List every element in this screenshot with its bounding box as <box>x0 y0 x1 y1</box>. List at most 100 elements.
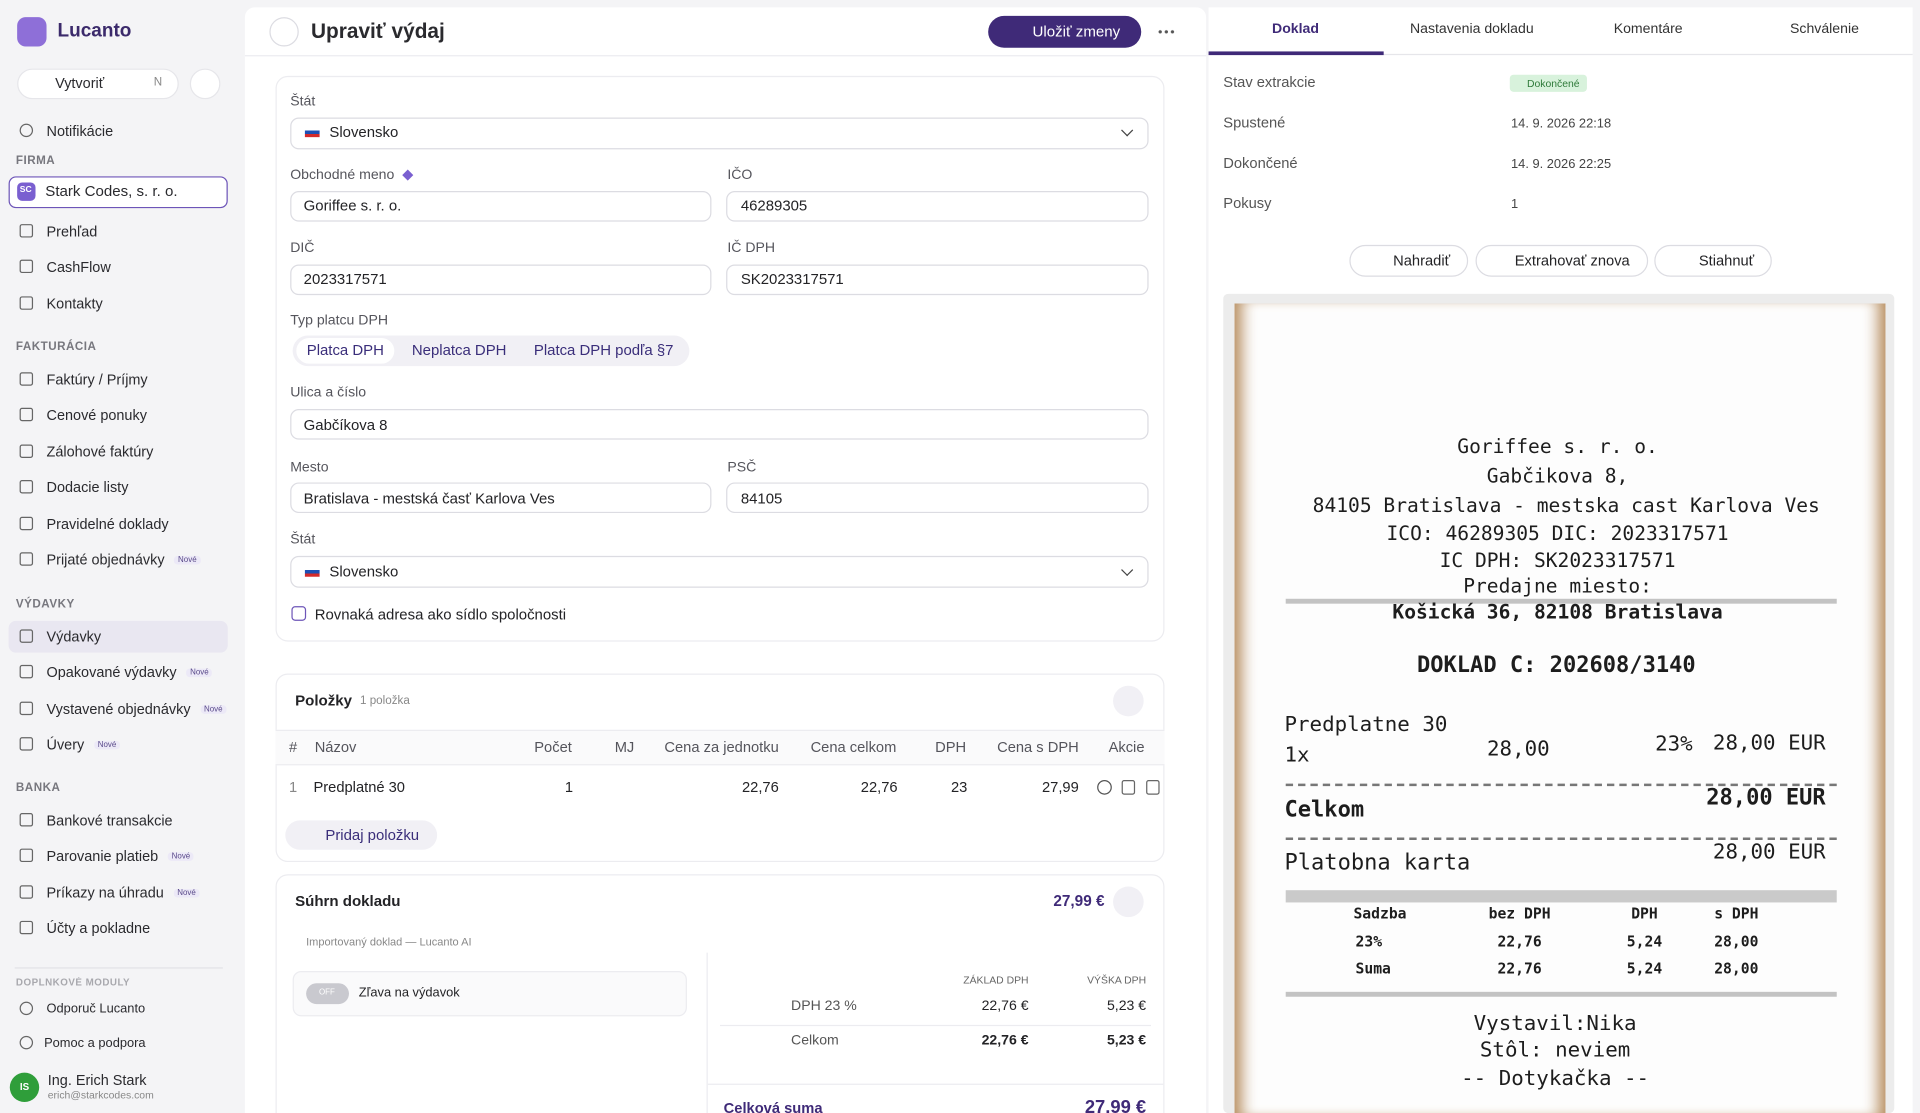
collapse-button[interactable] <box>1113 685 1144 717</box>
icon[interactable] <box>1097 780 1112 795</box>
nav-item[interactable]: Príkazy na úhradu Nové <box>47 883 200 903</box>
nav-item[interactable]: CashFlow <box>46 258 111 276</box>
user-name[interactable]: Ing. Erich Stark <box>47 1071 147 1089</box>
back-button[interactable] <box>269 17 299 47</box>
field-value[interactable]: Bratislava - mestská časť Karlova Ves <box>303 489 555 507</box>
section-heading: FIRMA <box>15 154 56 168</box>
nav-item[interactable]: Účty a pokladne <box>46 919 151 937</box>
segment-option[interactable]: Platca DPH <box>306 341 384 359</box>
icon <box>19 849 34 863</box>
save-button[interactable] <box>988 15 1142 48</box>
icon <box>19 701 34 715</box>
brand: Lucanto <box>57 20 132 42</box>
nav-item[interactable]: Výdavky <box>46 628 102 646</box>
city-input[interactable] <box>290 482 712 514</box>
icon[interactable] <box>1121 780 1136 795</box>
field-value[interactable]: 46289305 <box>740 197 808 215</box>
nav-item[interactable]: Úvery Nové <box>47 735 120 755</box>
create-button[interactable] <box>17 68 179 100</box>
nav-item[interactable]: Prijaté objednávky Nové <box>47 550 201 570</box>
segment-option[interactable]: Platca DPH podľa §7 <box>533 341 674 359</box>
action-label[interactable]: Stiahnuť <box>1698 252 1755 270</box>
badge: Nové <box>174 555 201 564</box>
tab[interactable]: Schválenie <box>1790 22 1859 37</box>
receipt-line: 5,24 <box>1626 960 1663 978</box>
company-name[interactable]: Stark Codes, s. r. o. <box>45 182 178 200</box>
country-select[interactable] <box>290 117 1149 150</box>
nav-item[interactable]: Parovanie platieb Nové <box>47 847 194 867</box>
action-label[interactable]: Extrahovať znova <box>1514 252 1630 270</box>
field-value[interactable]: Slovensko <box>329 563 399 581</box>
search-button[interactable] <box>189 68 221 100</box>
user-initials: IS <box>19 1081 30 1093</box>
field-value[interactable]: Gabčíkova 8 <box>303 416 388 434</box>
dic-input[interactable] <box>290 264 712 296</box>
summary-value: 5,23 € <box>1106 999 1147 1014</box>
street-input[interactable] <box>290 408 1149 440</box>
nav-item[interactable]: Bankové transakcie <box>46 811 173 829</box>
company-select[interactable] <box>8 176 228 209</box>
field-label: Mesto <box>290 460 329 476</box>
ico-input[interactable] <box>726 191 1149 222</box>
checkbox[interactable] <box>291 606 307 621</box>
vat-type-active[interactable] <box>296 337 395 364</box>
field-value[interactable]: Slovensko <box>329 123 399 141</box>
field-label: IČO <box>727 167 753 183</box>
field-value[interactable]: Goriffee s. r. o. <box>303 197 402 215</box>
extract-button[interactable] <box>1475 244 1649 277</box>
receipt-line: 23% <box>1655 732 1693 757</box>
table-header <box>275 729 1165 766</box>
field-label: Štát <box>290 532 316 548</box>
flag <box>304 127 320 138</box>
toggle-label[interactable]: OFF <box>318 988 335 997</box>
add-item-label[interactable]: Pridaj položku <box>325 826 420 844</box>
discount-label: Zľava na výdavok <box>358 985 460 1001</box>
nav-item[interactable]: Opakované výdavky Nové <box>47 663 213 683</box>
receipt-line: s DPH <box>1714 904 1759 923</box>
cell: Predplatné 30 <box>313 778 405 796</box>
nav-item[interactable]: Notifikácie <box>46 122 114 140</box>
more-button[interactable] <box>1157 29 1177 35</box>
field-value[interactable]: 2023317571 <box>303 270 387 288</box>
collapse-button[interactable] <box>1113 886 1144 918</box>
segment-option[interactable]: Neplatca DPH <box>411 341 507 359</box>
tab[interactable]: Komentáre <box>1613 22 1683 37</box>
tab[interactable]: Nastavenia dokladu <box>1409 22 1534 37</box>
icdph-input[interactable] <box>726 264 1149 296</box>
field-label: Typ platcu DPH <box>290 313 389 329</box>
create-label[interactable]: Vytvoriť <box>55 74 105 92</box>
form-card <box>275 75 1165 642</box>
icon[interactable] <box>1146 780 1160 795</box>
receipt-line: 28,00 EUR <box>1712 731 1826 756</box>
icon <box>19 444 34 458</box>
nav-item[interactable]: Dodacie listy <box>46 479 129 497</box>
field-value[interactable]: 84105 <box>740 489 783 507</box>
column-header: Cena s DPH <box>997 738 1079 756</box>
tab[interactable]: Doklad <box>1272 22 1319 37</box>
action-label[interactable]: Nahradiť <box>1393 252 1451 270</box>
replace-button[interactable] <box>1349 244 1469 277</box>
business-name-input[interactable] <box>290 191 712 222</box>
nav-item[interactable]: Odporuč Lucanto <box>46 1001 146 1017</box>
nav-item[interactable]: Cenové ponuky <box>46 407 147 425</box>
info-label: Spustené <box>1223 113 1286 132</box>
nav-item[interactable]: Pomoc a podpora <box>44 1035 146 1051</box>
field-value[interactable]: Rovnaká adresa ako sídlo spoločnosti <box>314 606 567 624</box>
sidebar-footer-bg <box>0 991 243 1113</box>
save-label[interactable]: Uložiť zmeny <box>1032 23 1121 41</box>
nav-item[interactable]: Zálohové faktúry <box>46 443 154 461</box>
nav-item[interactable]: Pravidelné doklady <box>46 515 169 533</box>
add-item-button[interactable] <box>285 820 438 850</box>
field-value[interactable]: SK2023317571 <box>740 270 844 288</box>
nav-item[interactable]: Vystavené objednávky Nové <box>47 699 227 719</box>
nav-item[interactable]: Kontakty <box>46 295 103 313</box>
nav-item[interactable]: Faktúry / Príjmy <box>46 371 148 389</box>
column-header: DPH <box>935 738 967 756</box>
zip-input[interactable] <box>726 482 1149 514</box>
download-button[interactable] <box>1654 244 1772 277</box>
nav-item[interactable]: Prehľad <box>46 222 98 240</box>
receipt-line: 28,00 <box>1714 933 1759 951</box>
toggle[interactable] <box>306 983 349 1005</box>
receipt-paper <box>1234 303 1886 1113</box>
country2-select[interactable] <box>290 555 1149 588</box>
